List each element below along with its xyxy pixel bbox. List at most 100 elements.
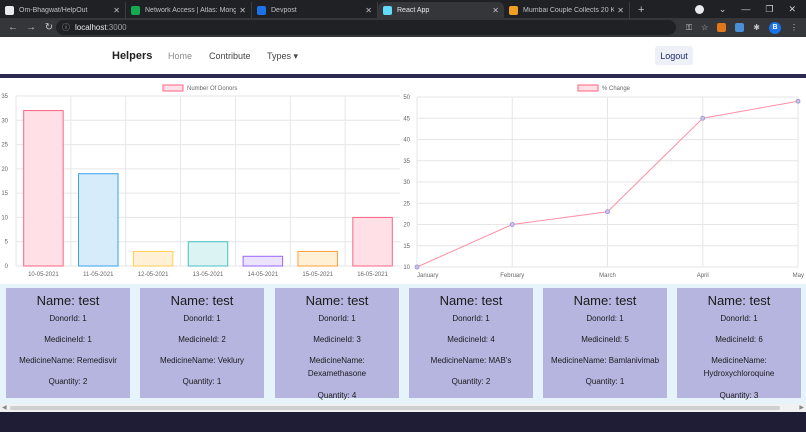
- bar-legend-label: Number Of Donors: [187, 86, 237, 92]
- card-medicine-name: MedicineName: Remedisvir: [19, 356, 117, 365]
- horizontal-scrollbar[interactable]: ◀ ▶: [0, 404, 806, 412]
- line-point: [795, 98, 801, 104]
- bar-y-tick-label: 25: [1, 143, 8, 149]
- donation-card: Name: test DonorId: 1 MedicineId: 4 Medicin…: [409, 288, 533, 398]
- logout-button[interactable]: Logout: [655, 46, 693, 65]
- bar-x-tick-label: 16-05-2021: [357, 272, 388, 278]
- tab-title: Mumbai Couple Collects 20 Kg C: [523, 6, 614, 14]
- bar-x-tick-label: 10-05-2021: [28, 272, 59, 278]
- card-medicine-name: MedicineName: Bamlanivimab: [550, 356, 660, 365]
- tab-close-icon[interactable]: ✕: [113, 5, 120, 15]
- bar-x-tick-label: 15-05-2021: [302, 272, 333, 278]
- bar-x-tick-label: 13-05-2021: [193, 272, 224, 278]
- bar-legend-swatch: [162, 84, 184, 92]
- card-medicine-id: MedicineId: 3: [313, 335, 361, 344]
- forward-icon[interactable]: →: [26, 22, 36, 33]
- bar-mark: [187, 241, 229, 267]
- browser-tab[interactable]: Om-Bhagwat/HelpOut ✕: [0, 2, 126, 18]
- window-controls: ⌄ — ❐ ✕: [694, 0, 806, 18]
- card-medicine-id: MedicineId: 4: [447, 335, 495, 344]
- scroll-left-icon[interactable]: ◀: [2, 405, 7, 411]
- card-name: Name: test: [170, 293, 234, 308]
- extension-icon[interactable]: [735, 23, 745, 32]
- tab-favicon-icon: [509, 5, 518, 15]
- menu-icon[interactable]: ⋮: [790, 23, 798, 32]
- info-icon[interactable]: ⓘ: [62, 23, 70, 32]
- card-medicine-name: MedicineName: Veklury: [159, 356, 245, 365]
- star-icon[interactable]: ☆: [701, 23, 709, 32]
- card-quantity: Quantity: 2: [451, 377, 491, 386]
- line-y-tick-label: 15: [403, 244, 410, 250]
- app-navbar: Helpers Home Contribute Types ▾ Logout: [0, 37, 806, 75]
- brand-logo[interactable]: Helpers: [112, 50, 153, 62]
- line-y-tick-label: 45: [403, 116, 410, 122]
- donation-card: Name: test DonorId: 1 MedicineId: 2 Medicin…: [140, 288, 264, 398]
- bar-x-tick-label: 14-05-2021: [248, 272, 279, 278]
- new-tab-button[interactable]: +: [638, 4, 645, 16]
- line-y-tick-label: 25: [403, 201, 410, 207]
- card-donor-id: DonorId: 1: [720, 314, 758, 323]
- maximize-icon[interactable]: ❐: [765, 3, 774, 14]
- nav-types-dropdown[interactable]: Types ▾: [267, 51, 299, 61]
- card-medicine-name: MedicineName:: [309, 356, 365, 365]
- tab-title: React App: [397, 6, 430, 14]
- minimize-icon[interactable]: —: [741, 4, 751, 14]
- card-name: Name: test: [439, 293, 503, 308]
- chevron-down-icon[interactable]: ⌄: [718, 3, 727, 14]
- browser-tab[interactable]: React App ✕: [378, 2, 504, 18]
- bar-mark: [352, 216, 393, 267]
- line-point: [605, 209, 610, 215]
- scrollbar-thumb[interactable]: [10, 406, 780, 410]
- card-medicine-id: MedicineId: 5: [581, 335, 629, 344]
- line-legend-swatch: [577, 84, 599, 92]
- key-icon[interactable]: ⚿: [686, 22, 693, 32]
- close-icon[interactable]: ✕: [788, 3, 796, 14]
- card-donor-id: DonorId: 1: [452, 314, 490, 323]
- card-medicine-id: MedicineId: 2: [178, 335, 226, 344]
- card-donor-id: DonorId: 1: [318, 314, 356, 323]
- bar-y-tick-label: 35: [1, 94, 8, 100]
- bar-y-tick-label: 0: [5, 264, 9, 270]
- tab-close-icon[interactable]: ✕: [617, 5, 624, 15]
- metamask-icon[interactable]: [717, 23, 727, 32]
- puzzle-icon[interactable]: ✱: [753, 23, 760, 32]
- bar-y-tick-label: 30: [1, 118, 8, 124]
- charts-area: 0 5 10 15 20 25 30 35 10-05-2021 11-05-2021 12-05-…: [0, 78, 806, 286]
- tab-close-icon[interactable]: ✕: [239, 5, 246, 15]
- line-x-tick-label: April: [697, 273, 709, 279]
- tab-favicon-icon: [5, 5, 14, 15]
- charts-canvas: 0 5 10 15 20 25 30 35 10-05-2021 11-05-2021 12-05-…: [1, 84, 804, 279]
- card-quantity: Quantity: 2: [48, 377, 88, 386]
- browser-tab[interactable]: Devpost ✕: [252, 2, 378, 18]
- address-host: localhost: [75, 23, 107, 32]
- card-medicine-name: Dexamethasone: [307, 369, 367, 378]
- card-name: Name: test: [305, 293, 369, 308]
- card-quantity: Quantity: 1: [182, 377, 222, 386]
- bar-x-tick-label: 12-05-2021: [138, 272, 169, 278]
- tab-favicon-icon: [383, 5, 392, 15]
- card-name: Name: test: [36, 293, 100, 308]
- tab-close-icon[interactable]: ✕: [492, 5, 499, 15]
- card-quantity: Quantity: 4: [317, 391, 357, 400]
- profile-avatar[interactable]: B: [769, 21, 781, 34]
- card-medicine-name: MedicineName:: [711, 356, 767, 365]
- reload-icon[interactable]: ↻: [44, 22, 54, 33]
- browser-tab[interactable]: Mumbai Couple Collects 20 Kg C✕: [504, 2, 630, 18]
- card-donor-id: DonorId: 1: [49, 314, 87, 323]
- profile-icon[interactable]: [694, 4, 704, 14]
- line-y-tick-label: 50: [403, 95, 410, 101]
- scroll-right-icon[interactable]: ▶: [799, 405, 804, 411]
- page-background-strip: [0, 412, 806, 432]
- nav-home[interactable]: Home: [168, 51, 193, 61]
- line-point: [700, 115, 706, 121]
- bar-y-tick-label: 10: [1, 215, 8, 221]
- nav-contribute[interactable]: Contribute: [209, 51, 251, 61]
- browser-tab[interactable]: Network Access | Atlas: MongoD ✕: [126, 2, 252, 18]
- back-icon[interactable]: ←: [8, 22, 18, 33]
- tab-close-icon[interactable]: ✕: [365, 5, 372, 15]
- line-x-tick-label: February: [500, 273, 524, 279]
- address-bar[interactable]: ⓘ localhost:3000: [56, 20, 676, 35]
- bar-y-tick-label: 20: [1, 167, 8, 173]
- card-medicine-name: MedicineName: MAB's: [430, 356, 512, 365]
- line-y-tick-label: 40: [403, 138, 410, 144]
